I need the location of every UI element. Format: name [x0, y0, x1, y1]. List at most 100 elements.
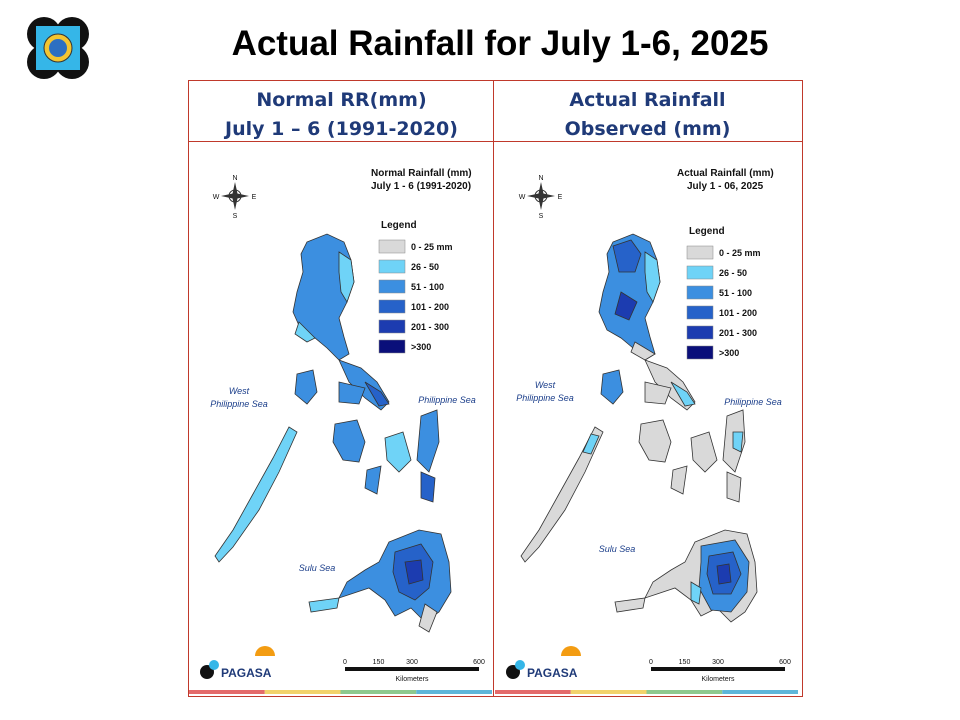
legend-title: Legend	[689, 226, 725, 237]
legend-label: 201 - 300	[411, 322, 449, 332]
west-sea-label-line2: Philippine Sea	[516, 393, 574, 403]
scale-tick-label: 600	[473, 659, 485, 666]
footer-stripe-segment	[722, 690, 798, 694]
visayas-landmass	[332, 381, 440, 503]
legend-swatch	[378, 339, 406, 354]
mindanao-landmass	[308, 529, 452, 633]
map-title-line2: July 1 - 06, 2025	[687, 181, 764, 192]
normal-header-line1: Normal RR(mm)	[256, 89, 427, 111]
column-divider	[493, 80, 494, 697]
palawan-landmass	[520, 426, 604, 563]
legend-swatch	[378, 299, 406, 314]
scale-bar-line	[345, 667, 479, 671]
east-sea-label: Philippine Sea	[418, 395, 476, 405]
scale-bar: 0 150 300 600 Kilometers	[343, 659, 485, 683]
scale-bar: 0 150 300 600 Kilometers	[649, 659, 791, 683]
normal-column-header: Normal RR(mm) July 1 – 6 (1991-2020)	[190, 86, 493, 144]
legend-swatch	[378, 259, 406, 274]
legend-swatch	[686, 285, 714, 300]
south-sea-label: Sulu Sea	[299, 563, 336, 573]
legend-swatch	[378, 279, 406, 294]
scale-tick-label: 150	[373, 659, 385, 666]
footer-stripe-segment	[495, 690, 571, 694]
legend-title: Legend	[381, 220, 417, 231]
compass-icon: N S W E	[213, 175, 257, 220]
compass-e: E	[252, 194, 257, 201]
footer-stripe-segment	[416, 690, 492, 694]
west-sea-label-line1: West	[535, 380, 556, 390]
legend-label: 101 - 200	[719, 308, 757, 318]
compass-n: N	[538, 175, 543, 182]
pagasa-wordmark: PAGASA	[221, 666, 272, 680]
east-sea-label: Philippine Sea	[724, 397, 782, 407]
compass-w: W	[213, 194, 220, 201]
map-title-line2: July 1 - 6 (1991-2020)	[371, 181, 471, 192]
normal-rainfall-map-panel: N S W E Normal Rainfall (mm) July 1 - 6 …	[189, 142, 492, 696]
south-sea-label: Sulu Sea	[599, 544, 636, 554]
page-title: Actual Rainfall for July 1-6, 2025	[231, 24, 769, 63]
legend-swatch	[686, 345, 714, 360]
actual-header-line1: Actual Rainfall	[569, 89, 726, 111]
legend-label: 201 - 300	[719, 328, 757, 338]
footer-stripe-segment	[646, 690, 723, 694]
legend-label: 26 - 50	[719, 268, 747, 278]
footer-color-stripe	[495, 690, 798, 694]
legend-swatch	[378, 319, 406, 334]
scale-tick-label: 150	[679, 659, 691, 666]
compass-icon: N S W E	[519, 175, 563, 220]
map-title-line1: Normal Rainfall (mm)	[371, 168, 472, 179]
pagasa-branding: PAGASA	[506, 646, 581, 680]
actual-rainfall-map-panel: N S W E Actual Rainfall (mm) July 1 - 06…	[495, 142, 798, 696]
compass-n: N	[232, 175, 237, 182]
footer-color-stripe	[189, 690, 492, 694]
scale-bar-line	[651, 667, 785, 671]
scale-tick-label: 0	[343, 659, 347, 666]
legend-swatch	[686, 305, 714, 320]
mindoro-landmass	[600, 369, 624, 405]
legend-swatch	[686, 265, 714, 280]
legend-label: >300	[411, 342, 431, 352]
legend-label: 0 - 25 mm	[719, 248, 761, 258]
legend-label: 0 - 25 mm	[411, 242, 453, 252]
comparison-frame	[188, 80, 803, 697]
legend: Legend 0 - 25 mm 26 - 50 51 - 100 101 - 200 2…	[686, 226, 761, 360]
normal-header-line2: July 1 – 6 (1991-2020)	[225, 118, 458, 140]
legend: Legend 0 - 25 mm 26 - 50 51 - 100 101 - 200 2…	[378, 220, 453, 354]
west-sea-label-line1: West	[229, 386, 250, 396]
legend-swatch	[378, 239, 406, 254]
scale-tick-label: 300	[712, 659, 724, 666]
dost-pagasa-logo-icon	[24, 14, 92, 82]
legend-label: 51 - 100	[719, 288, 752, 298]
header-divider	[188, 141, 803, 142]
legend-swatch	[686, 325, 714, 340]
scale-unit-label: Kilometers	[395, 676, 429, 683]
luzon-landmass	[598, 233, 696, 411]
legend-label: >300	[719, 348, 739, 358]
scale-tick-label: 0	[649, 659, 653, 666]
scale-tick-label: 600	[779, 659, 791, 666]
pagasa-branding: PAGASA	[200, 646, 275, 680]
legend-label: 26 - 50	[411, 262, 439, 272]
footer-stripe-segment	[340, 690, 417, 694]
west-sea-label-line2: Philippine Sea	[210, 399, 268, 409]
map-title-line1: Actual Rainfall (mm)	[677, 168, 774, 179]
scale-tick-label: 300	[406, 659, 418, 666]
legend-label: 51 - 100	[411, 282, 444, 292]
legend-swatch	[686, 245, 714, 260]
legend-label: 101 - 200	[411, 302, 449, 312]
footer-stripe-segment	[570, 690, 647, 694]
mindoro-landmass	[294, 369, 318, 405]
pagasa-wordmark: PAGASA	[527, 666, 578, 680]
actual-column-header: Actual Rainfall Observed (mm)	[496, 86, 799, 144]
footer-stripe-segment	[264, 690, 341, 694]
compass-s: S	[539, 213, 544, 220]
scale-unit-label: Kilometers	[701, 676, 735, 683]
visayas-landmass	[638, 381, 746, 503]
palawan-landmass	[214, 426, 298, 563]
luzon-landmass	[292, 233, 390, 411]
compass-s: S	[233, 213, 238, 220]
compass-e: E	[558, 194, 563, 201]
mindanao-landmass	[614, 529, 758, 623]
compass-w: W	[519, 194, 526, 201]
actual-header-line2: Observed (mm)	[564, 118, 731, 140]
